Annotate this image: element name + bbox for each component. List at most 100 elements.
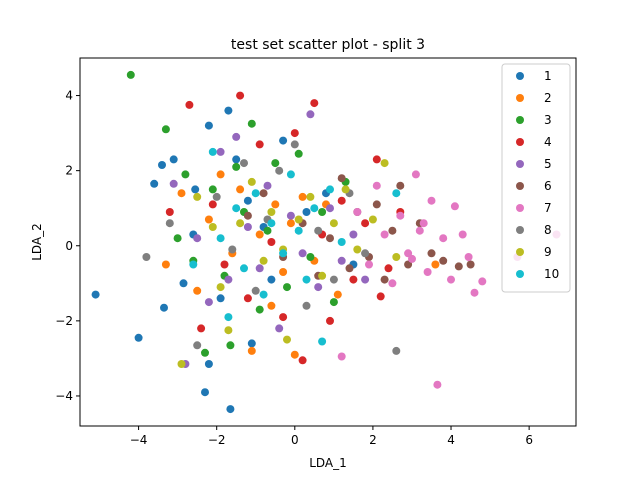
data-point (216, 234, 225, 243)
legend-label: 4 (544, 135, 552, 149)
data-point (226, 341, 235, 350)
x-tick-label: 4 (447, 433, 455, 447)
data-point (271, 200, 280, 209)
data-point (314, 226, 323, 235)
data-point (173, 234, 182, 243)
data-point (314, 283, 323, 292)
data-point (368, 215, 377, 224)
data-point (259, 290, 268, 299)
data-point (326, 204, 334, 213)
data-point (91, 290, 100, 299)
data-point (236, 91, 245, 100)
data-point (439, 256, 448, 265)
series-10 (189, 147, 401, 346)
data-point (243, 196, 252, 205)
x-axis: −4 −2 0 2 4 6 (130, 426, 533, 447)
data-point (318, 208, 327, 216)
data-point (275, 166, 284, 175)
data-point (427, 249, 436, 258)
legend-label: 7 (544, 201, 552, 215)
data-point (271, 159, 280, 168)
legend-label: 6 (544, 179, 552, 193)
data-point (204, 121, 213, 130)
y-tick-label: 2 (65, 164, 73, 178)
data-point (345, 264, 354, 273)
legend-item: 6 (516, 179, 552, 193)
data-point (169, 179, 178, 188)
data-point (326, 234, 334, 243)
data-point (160, 303, 168, 312)
data-point (255, 264, 264, 273)
data-point (290, 140, 299, 149)
legend-label: 5 (544, 157, 552, 171)
data-point (216, 294, 225, 303)
data-point (310, 204, 319, 213)
y-tick-label: 0 (65, 239, 73, 253)
data-point (201, 348, 209, 357)
data-point (286, 211, 295, 220)
data-point (208, 200, 217, 209)
legend-marker (516, 226, 524, 234)
data-point (220, 260, 229, 269)
data-point (279, 249, 288, 258)
legend-item: 1 (516, 69, 552, 83)
series-4 (165, 91, 405, 365)
series-3 (126, 70, 350, 357)
data-point (333, 290, 342, 299)
data-point (286, 219, 295, 228)
data-point (380, 275, 389, 284)
data-point (326, 316, 334, 325)
data-point (388, 226, 397, 235)
data-point (251, 286, 260, 295)
data-point (361, 219, 370, 228)
legend-item: 10 (516, 267, 559, 281)
x-tick-label: 2 (369, 433, 377, 447)
data-point (326, 185, 334, 194)
data-point (255, 230, 264, 239)
series-8 (142, 140, 401, 355)
data-point (298, 249, 307, 258)
data-point (458, 230, 467, 239)
data-point (226, 405, 235, 414)
legend-marker (516, 270, 524, 278)
data-point (224, 106, 233, 115)
data-point (349, 275, 358, 284)
data-point (191, 185, 200, 194)
data-point (193, 341, 202, 350)
data-point (158, 161, 166, 169)
data-point (179, 279, 188, 288)
data-point (404, 249, 413, 258)
data-point (310, 99, 319, 108)
data-point (380, 159, 389, 168)
y-axis-label: LDA_2 (30, 223, 44, 261)
data-point (341, 185, 350, 194)
data-point (267, 275, 276, 284)
series-5 (169, 110, 370, 368)
data-point (150, 179, 159, 188)
data-point (337, 174, 346, 183)
data-point (365, 260, 373, 269)
data-point (177, 360, 186, 368)
data-point (193, 286, 202, 295)
data-point (329, 275, 338, 284)
data-point (431, 260, 440, 269)
data-point (392, 189, 401, 198)
data-point (419, 219, 428, 228)
data-point (208, 185, 217, 194)
data-point (216, 147, 225, 156)
data-point (380, 230, 389, 239)
data-point (372, 155, 381, 164)
y-tick-label: 4 (65, 89, 73, 103)
data-point (263, 226, 272, 235)
legend-item: 8 (516, 223, 552, 237)
data-point (165, 219, 174, 228)
series-2 (161, 170, 440, 359)
data-point (204, 298, 213, 307)
data-point (396, 211, 405, 220)
x-tick-label: −4 (130, 433, 148, 447)
data-point (353, 208, 362, 216)
chart-title: test set scatter plot - split 3 (231, 37, 425, 53)
data-point (251, 189, 260, 198)
plot-area (80, 58, 576, 426)
data-point (290, 129, 299, 138)
